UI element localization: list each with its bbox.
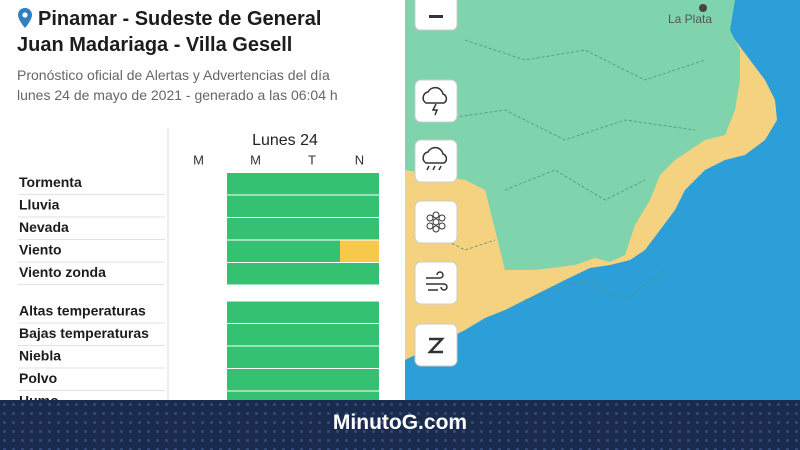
- alert-cell: [340, 346, 379, 368]
- map-label: La Plata: [668, 12, 712, 26]
- row-label: Polvo: [19, 370, 57, 386]
- alert-cell: [227, 173, 284, 195]
- alert-cell: [284, 324, 340, 346]
- alert-cell: [284, 173, 340, 195]
- column-header: N: [355, 152, 364, 167]
- column-header: M: [250, 152, 261, 167]
- brand: MinutoG.com: [332, 411, 468, 434]
- alert-cell: [227, 346, 284, 368]
- zoom-out-button[interactable]: [414, 0, 458, 31]
- wind-layer-button[interactable]: [414, 261, 458, 305]
- row-label: Tormenta: [19, 174, 82, 190]
- title-line: Juan Madariaga - Villa Gesell: [17, 34, 293, 56]
- subtitle-line: lunes 24 de mayo de 2021 - generado a la…: [17, 87, 338, 103]
- row-label: Nevada: [19, 219, 69, 235]
- row-label: Altas temperaturas: [19, 302, 146, 318]
- storm-layer-button[interactable]: [414, 79, 458, 123]
- alert-cell: [284, 195, 340, 217]
- alert-cell: [284, 240, 340, 262]
- subtitle-line: Pronóstico oficial de Alertas y Adverten…: [17, 67, 330, 83]
- alert-cell: [284, 301, 340, 323]
- alert-cell: [227, 369, 284, 391]
- column-header: T: [308, 152, 316, 167]
- alert-table: Lunes 24 M M T N Tormenta Lluvia Nevada Viento Vi…: [18, 128, 379, 425]
- column-header: M: [193, 152, 204, 167]
- alert-cell: [284, 346, 340, 368]
- alert-cell: [227, 195, 284, 217]
- row-label: Viento: [19, 241, 62, 257]
- alert-cell: [340, 173, 379, 195]
- location-pin: [18, 8, 32, 28]
- snow-layer-button[interactable]: [414, 200, 458, 244]
- alert-cell: [227, 301, 284, 323]
- alert-panel: Pinamar - Sudeste de General Juan Madari…: [17, 6, 379, 425]
- banner: MinutoG.com: [0, 400, 800, 450]
- location-title: Pinamar - Sudeste de General Juan Madari…: [17, 6, 321, 58]
- row-label: Bajas temperaturas: [19, 325, 149, 341]
- alert-cell: [340, 218, 379, 240]
- alert-cell: [227, 263, 284, 285]
- rain-layer-button[interactable]: [414, 139, 458, 183]
- alert-cell: [227, 240, 284, 262]
- alert-cell: [284, 218, 340, 240]
- alert-cell: [340, 369, 379, 391]
- alert-cell: [340, 324, 379, 346]
- alert-cell: [284, 369, 340, 391]
- title-line: Pinamar - Sudeste de General: [38, 8, 322, 30]
- alert-cell: [227, 218, 284, 240]
- alert-cell: [340, 301, 379, 323]
- subtitle: Pronóstico oficial de Alertas y Adverten…: [17, 65, 338, 105]
- row-label: Viento zonda: [19, 264, 106, 280]
- alert-cell: [227, 324, 284, 346]
- row-label: Niebla: [19, 347, 61, 363]
- alert-cell: [340, 195, 379, 217]
- map: La Plata: [405, 0, 800, 400]
- alert-cell: [284, 263, 340, 285]
- day-header: Lunes 24: [252, 132, 318, 149]
- alert-cell: [340, 240, 379, 262]
- alert-cell: [340, 263, 379, 285]
- zonda-layer-button[interactable]: [414, 323, 458, 367]
- row-label: Lluvia: [19, 196, 60, 212]
